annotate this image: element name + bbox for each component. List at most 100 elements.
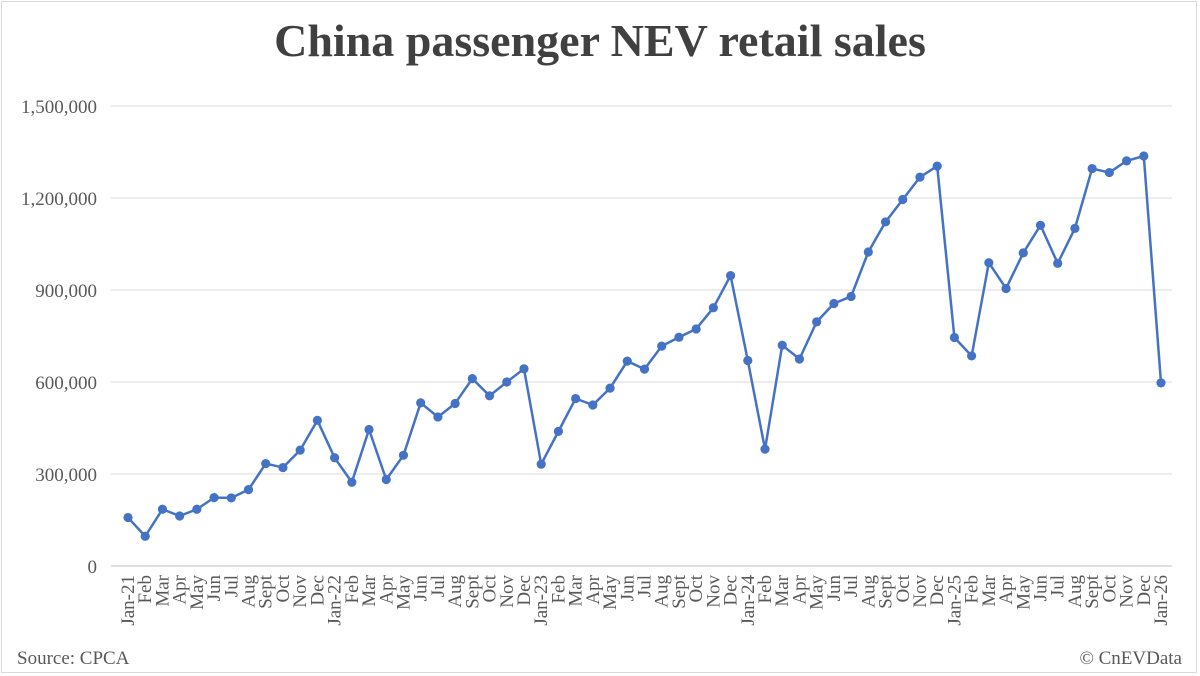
x-tick-label: Dec — [307, 575, 328, 606]
data-point — [1156, 378, 1166, 388]
x-tick-label: Jun — [411, 575, 432, 602]
data-point — [829, 298, 839, 309]
x-tick-label: May — [393, 575, 414, 610]
x-axis: Jan-21FebMarAprMayJunJulAugSeptOctNovDec… — [118, 574, 1172, 625]
data-point — [1087, 163, 1097, 174]
data-point — [743, 355, 753, 366]
data-point — [708, 303, 718, 313]
data-point — [1121, 156, 1132, 166]
x-tick-label: Mar — [359, 574, 380, 606]
data-point — [639, 364, 650, 374]
data-point — [1139, 151, 1149, 161]
x-tick-label: Apr — [996, 574, 1017, 604]
x-tick-label: Dec — [1134, 575, 1155, 606]
x-tick-label: Jun — [824, 575, 845, 602]
x-tick-label: Feb — [548, 575, 569, 604]
data-point — [812, 317, 822, 327]
x-tick-label: Nov — [910, 575, 931, 608]
x-tick-label: Aug — [1065, 575, 1086, 608]
x-tick-label: Nov — [1117, 575, 1138, 608]
data-point — [1035, 220, 1046, 230]
data-point — [691, 324, 701, 334]
x-tick-label: Jan-25 — [944, 575, 965, 626]
data-point — [794, 354, 805, 364]
data-point — [536, 459, 546, 469]
data-point — [192, 504, 202, 514]
data-point — [846, 291, 856, 302]
x-tick-label: Feb — [135, 575, 156, 604]
data-point — [1053, 258, 1063, 268]
data-point — [398, 450, 409, 460]
data-point — [571, 393, 581, 404]
series-line — [123, 151, 1166, 541]
x-tick-label: Oct — [686, 574, 707, 602]
data-point — [243, 485, 254, 495]
data-point — [605, 383, 615, 393]
x-tick-label: Jul — [1048, 575, 1069, 597]
x-tick-label: Nov — [290, 575, 311, 608]
data-point — [175, 511, 185, 521]
data-point — [880, 217, 891, 227]
y-axis: 0 300,000 600,000 900,000 1,200,000 1,500,000 — [21, 97, 97, 578]
data-point — [450, 398, 460, 409]
x-tick-label: Sept — [462, 574, 483, 609]
data-point — [553, 426, 564, 436]
x-tick-label: Mar — [566, 574, 587, 606]
source-note: Source: CPCA — [17, 648, 130, 669]
x-tick-label: Apr — [376, 574, 397, 604]
x-tick-label: Oct — [1099, 574, 1120, 602]
gridlines — [111, 105, 1172, 567]
data-point — [1001, 283, 1011, 294]
x-tick-label: May — [807, 575, 828, 610]
x-tick-label: Sept — [1082, 574, 1103, 609]
data-point — [330, 453, 340, 463]
x-tick-label: Mar — [979, 574, 1000, 606]
y-tick-label: 900,000 — [35, 281, 97, 302]
x-tick-label: Jun — [204, 575, 225, 602]
x-tick-label: Feb — [755, 575, 776, 604]
y-tick-label: 300,000 — [35, 465, 97, 486]
data-point — [1104, 167, 1114, 178]
x-tick-label: Nov — [497, 575, 518, 608]
chart-title: China passenger NEV retail sales — [274, 15, 926, 66]
data-point — [674, 332, 684, 342]
x-tick-label: Jan-23 — [531, 575, 552, 626]
data-point — [967, 351, 977, 361]
data-point — [898, 194, 908, 205]
x-tick-label: Jul — [635, 575, 656, 597]
credit-note: © CnEVData — [1079, 648, 1182, 669]
x-tick-label: Apr — [170, 574, 191, 604]
data-point — [484, 391, 495, 401]
x-tick-label: Dec — [927, 575, 948, 606]
x-tick-label: Jul — [841, 575, 862, 597]
data-point — [157, 504, 168, 514]
y-tick-label: 0 — [88, 557, 98, 578]
data-point — [777, 340, 787, 350]
x-tick-label: Apr — [583, 574, 604, 604]
data-point — [932, 161, 942, 171]
x-tick-label: Jan-22 — [325, 575, 346, 626]
data-point — [725, 270, 736, 281]
data-point — [588, 400, 598, 410]
x-tick-label: Dec — [721, 575, 742, 606]
x-tick-label: May — [1013, 575, 1034, 610]
x-tick-label: Jan-21 — [118, 575, 139, 626]
data-point — [1018, 248, 1028, 258]
data-point — [1070, 223, 1080, 233]
x-tick-label: Aug — [239, 575, 260, 608]
data-point — [364, 424, 374, 435]
data-point — [502, 377, 512, 387]
x-tick-label: Sept — [256, 574, 277, 609]
data-point — [949, 332, 960, 343]
series-line-path — [127, 154, 1163, 538]
data-point — [760, 444, 770, 454]
data-point — [519, 364, 529, 374]
x-tick-label: Mar — [152, 574, 173, 606]
x-tick-label: May — [600, 575, 621, 610]
x-tick-label: Jul — [221, 575, 242, 597]
x-tick-label: Oct — [273, 574, 294, 602]
y-tick-label: 1,500,000 — [21, 97, 97, 118]
data-point — [657, 341, 667, 351]
data-point — [467, 374, 477, 384]
